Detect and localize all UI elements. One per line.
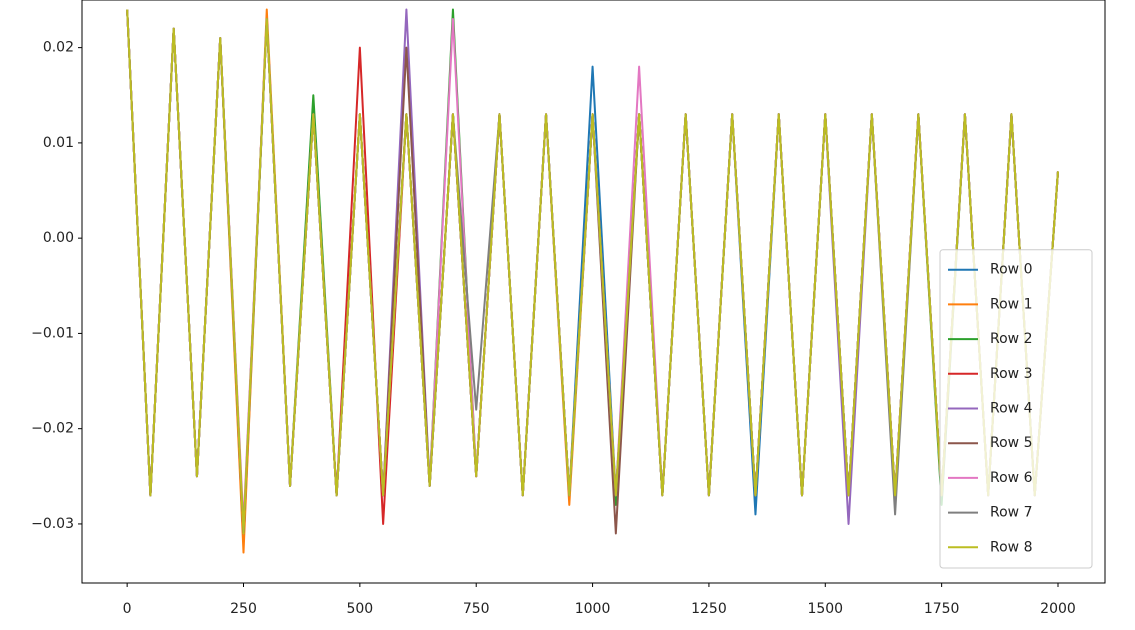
x-tick-label: 1250 [691,601,727,617]
legend-label: Row 0 [990,262,1032,278]
y-tick-label: 0.02 [43,40,74,56]
series-line [126,9,1059,535]
x-tick-label: 500 [346,601,373,617]
x-tick-label: 250 [230,601,257,617]
legend-label: Row 3 [990,366,1032,382]
y-tick-label: −0.02 [31,421,74,437]
x-tick-label: 750 [463,601,490,617]
x-tick-label: 1500 [807,601,843,617]
legend-label: Row 1 [990,296,1032,312]
x-tick-label: 1750 [924,601,960,617]
legend-label: Row 6 [990,470,1033,486]
series-line [126,8,1059,554]
series-line [126,9,1059,535]
legend-label: Row 5 [990,435,1032,451]
legend-label: Row 2 [990,331,1032,347]
series-line [126,9,1059,525]
series-line [126,9,1059,544]
plot-area [126,8,1059,554]
y-tick-label: 0.00 [43,230,74,246]
x-tick-label: 1000 [575,601,611,617]
series-line [126,8,1059,535]
x-tick-label: 0 [123,601,132,617]
x-tick-label: 2000 [1040,601,1076,617]
y-tick-label: −0.03 [31,516,74,532]
legend-label: Row 4 [990,401,1033,417]
series-line [126,8,1059,535]
y-tick-label: −0.01 [31,325,74,341]
legend-label: Row 7 [990,505,1032,521]
axes-frame [81,0,1106,584]
legend-label: Row 8 [990,539,1032,555]
series-line [126,9,1059,535]
series-line [126,9,1059,535]
y-tick-label: 0.01 [43,135,74,151]
legend-box [939,249,1093,569]
